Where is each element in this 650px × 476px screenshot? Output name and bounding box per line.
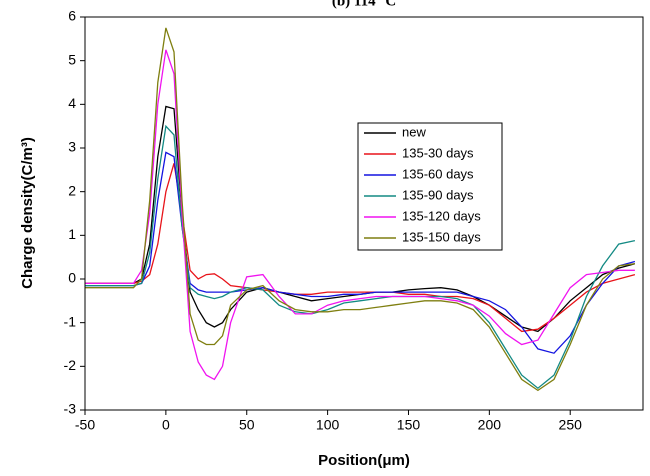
x-tick-label: 150 xyxy=(397,417,421,433)
series-line xyxy=(85,27,635,392)
x-tick-label: 50 xyxy=(239,417,255,433)
legend-label: 135-120 days xyxy=(402,208,481,223)
legend-box xyxy=(357,122,503,251)
x-axis-label: Position(μm) xyxy=(318,452,410,469)
legend-label: 135-90 days xyxy=(402,187,474,202)
y-tick-label: -2 xyxy=(64,357,77,373)
y-tick-label: -3 xyxy=(64,401,77,417)
y-axis-label: Charge density(C/m³) xyxy=(19,137,36,289)
y-tick-label: 6 xyxy=(68,8,76,24)
x-tick-label: 100 xyxy=(316,417,340,433)
x-tick-label: 200 xyxy=(478,417,502,433)
series-line xyxy=(85,163,636,333)
x-tick-label: -50 xyxy=(75,417,95,433)
series-line xyxy=(85,49,635,381)
y-tick-label: -1 xyxy=(64,313,77,329)
y-tick-label: 5 xyxy=(68,51,76,67)
chart-title: (b) 114 °C xyxy=(332,0,396,9)
y-tick-label: 1 xyxy=(68,226,76,242)
y-tick-label: 3 xyxy=(68,139,76,155)
y-tick-label: 0 xyxy=(68,270,76,286)
legend-label: new xyxy=(402,124,426,139)
y-tick-label: 2 xyxy=(68,182,76,198)
series-line xyxy=(85,151,636,354)
legend-label: 135-30 days xyxy=(402,145,474,160)
x-tick-label: 0 xyxy=(162,417,170,433)
x-tick-label: 250 xyxy=(559,417,583,433)
legend-label: 135-150 days xyxy=(402,229,481,244)
y-tick-label: 4 xyxy=(68,95,76,111)
series-line xyxy=(85,105,636,333)
plot-frame xyxy=(84,16,644,411)
legend-label: 135-60 days xyxy=(402,166,474,181)
